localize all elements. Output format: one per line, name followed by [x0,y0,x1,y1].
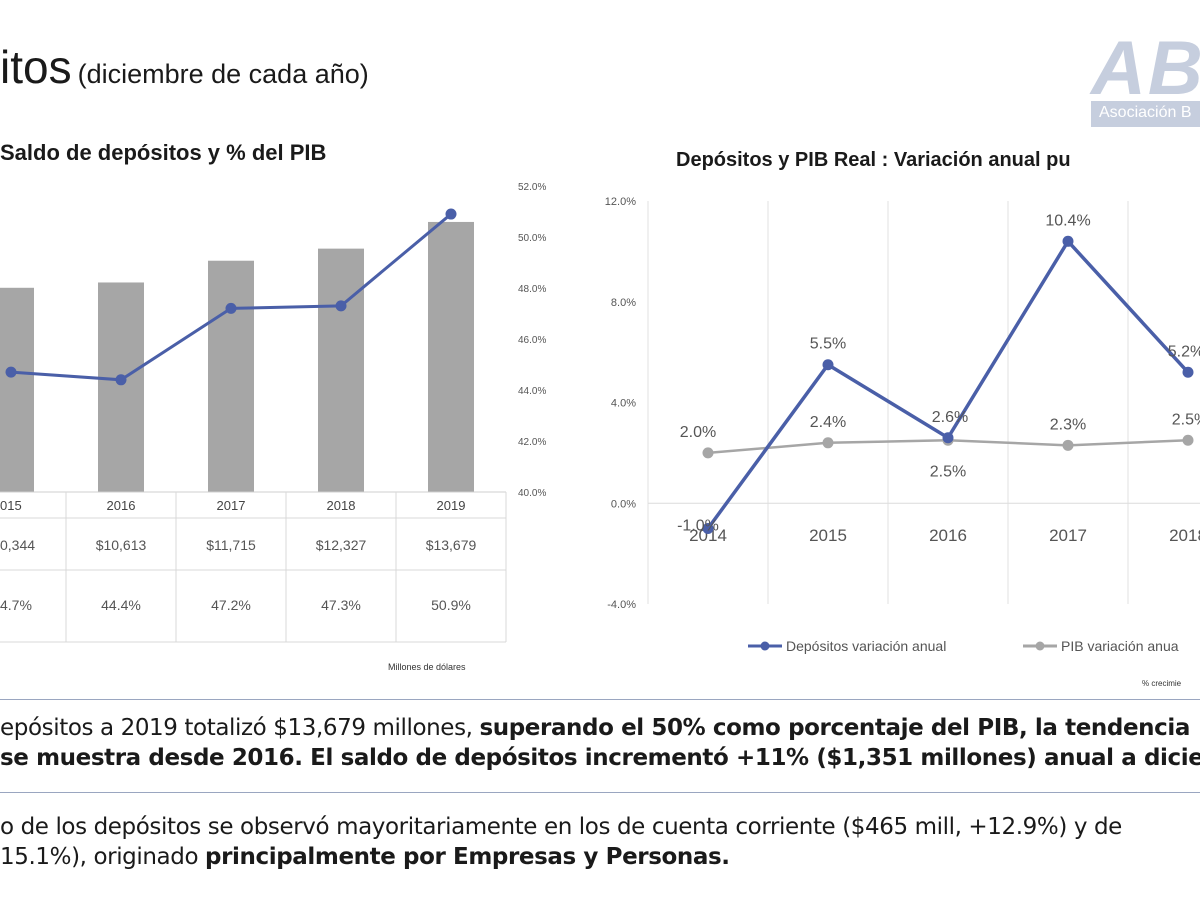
pib-point [822,437,834,449]
table-pib-percent: 47.3% [321,597,361,613]
table-deposit-value: $12,327 [316,537,367,553]
p1-line1-bold: superando el 50% como porcentaje del PIB… [479,715,1190,741]
divider-top [0,699,1200,700]
divider-bottom [0,792,1200,793]
pib-point [1062,439,1074,451]
deposit-bar [208,260,254,492]
deposits-data-label: 2.6% [932,409,968,426]
right-axis-tick-label: 48.0% [518,284,546,295]
right-axis-tick-label: 46.0% [518,335,546,346]
right-axis-tick-label: 42.0% [518,437,546,448]
x-axis-category-label: 2018 [1169,526,1200,545]
right-axis-tick-label: 52.0% [518,182,546,193]
aba-logo: ABA Asociación B [1085,25,1200,133]
table-deposit-value: $10,613 [96,537,147,553]
deposit-bar [318,248,364,492]
pib-percent-point [225,302,237,314]
legend-pib-swatch-marker [1035,641,1045,651]
paragraph-2-line-1: o de los depósitos se observó mayoritari… [0,812,1200,842]
deposits-bar-chart: Saldo de depósitos y % del PIB 52.0% 50.0%… [0,140,546,672]
table-pib-percent: 47.2% [211,597,251,613]
deposits-data-label: 5.5% [810,336,846,353]
pib-data-label: 2.4% [810,414,846,431]
pib-data-label: 2.5% [930,463,966,480]
table-deposit-value: 0,344 [0,537,35,553]
paragraph-2-line-2: 15.1%), originado principalmente por Emp… [0,842,1200,872]
y-axis-tick-label: 12.0% [605,196,636,208]
paragraph-1-line-1: epósitos a 2019 totalizó $13,679 millone… [0,713,1200,743]
deposits-data-label: -1.0% [677,517,719,534]
deposits-data-label: 5.2% [1168,343,1200,360]
x-axis-category-label: 2017 [1049,526,1087,545]
x-axis-category-label: 2015 [809,526,847,545]
y-axis-tick-label: 0.0% [611,498,636,510]
pib-percent-point [445,208,457,220]
deposits-point [1062,235,1074,247]
deposits-point [702,522,714,534]
right-axis-tick-label: 44.0% [518,386,546,397]
pib-data-label: 2.5% [1172,411,1200,428]
category-label: 2019 [437,498,466,513]
table-pib-percent: 4.7% [0,597,32,613]
pib-data-label: 2.0% [680,424,716,441]
logo-band: Asociación B [1091,101,1200,127]
variation-line-chart: Depósitos y PIB Real : Variación anual p… [605,149,1200,688]
right-axis-tick-label: 40.0% [518,488,546,499]
pib-percent-point [115,374,127,386]
p2-line2-normal: 15.1%), originado [0,844,206,870]
pib-point [702,447,714,459]
legend-deposits-label: Depósitos variación anual [786,638,946,654]
chart1-unit-note: Millones de dólares [388,662,466,672]
category-label: 2016 [107,498,136,513]
paragraph-2: o de los depósitos se observó mayoritari… [0,812,1200,872]
table-deposit-value: $11,715 [206,537,256,553]
page-title: itos (diciembre de cada año) [0,40,369,94]
p2-line1: o de los depósitos se observó mayoritari… [0,814,1122,840]
y-axis-tick-label: -4.0% [607,599,636,611]
deposits-point [942,432,954,444]
deposits-point [822,359,834,371]
y-axis-tick-label: 4.0% [611,398,636,410]
legend-pib-label: PIB variación anua [1061,638,1179,654]
y-axis-tick-label: 8.0% [611,297,636,309]
pib-point [1182,434,1194,446]
title-main: itos [0,41,72,93]
table-pib-percent: 50.9% [431,597,471,613]
deposits-point [1182,366,1194,378]
legend-deposits-swatch-marker [760,641,770,651]
paragraph-1-line-2: se muestra desde 2016. El saldo de depós… [0,743,1200,773]
category-label: 2017 [217,498,246,513]
paragraph-1: epósitos a 2019 totalizó $13,679 millone… [0,713,1200,773]
deposit-bar [428,221,474,492]
chart2-title: Depósitos y PIB Real : Variación anual p… [676,149,1071,171]
category-label: 2018 [327,498,356,513]
category-label: 015 [0,498,22,513]
title-subtitle: (diciembre de cada año) [77,59,369,89]
p1-line1-normal: epósitos a 2019 totalizó $13,679 millone… [0,715,480,741]
table-pib-percent: 44.4% [101,597,141,613]
p1-line2-bold: se muestra desde 2016. El saldo de depós… [0,745,1200,771]
deposits-data-label: 10.4% [1045,212,1090,229]
chart1-title: Saldo de depósitos y % del PIB [0,140,326,165]
x-axis-category-label: 2016 [929,526,967,545]
pib-data-label: 2.3% [1050,416,1086,433]
chart2-unit-note: % crecimie [1142,679,1182,688]
right-axis-tick-label: 50.0% [518,233,546,244]
logo-text: ABA [1091,26,1200,111]
deposits-variation-line [706,238,1190,530]
p2-line2-bold: principalmente por Empresas y Personas. [205,844,730,870]
deposit-bar [0,287,34,492]
logo-tagline: Asociación B [1099,104,1192,121]
pib-percent-point [335,300,347,312]
table-deposit-value: $13,679 [426,537,477,553]
deposit-bar [98,282,144,492]
x-axis-category-label: 2014 [689,526,727,545]
pib-percent-point [5,366,17,378]
